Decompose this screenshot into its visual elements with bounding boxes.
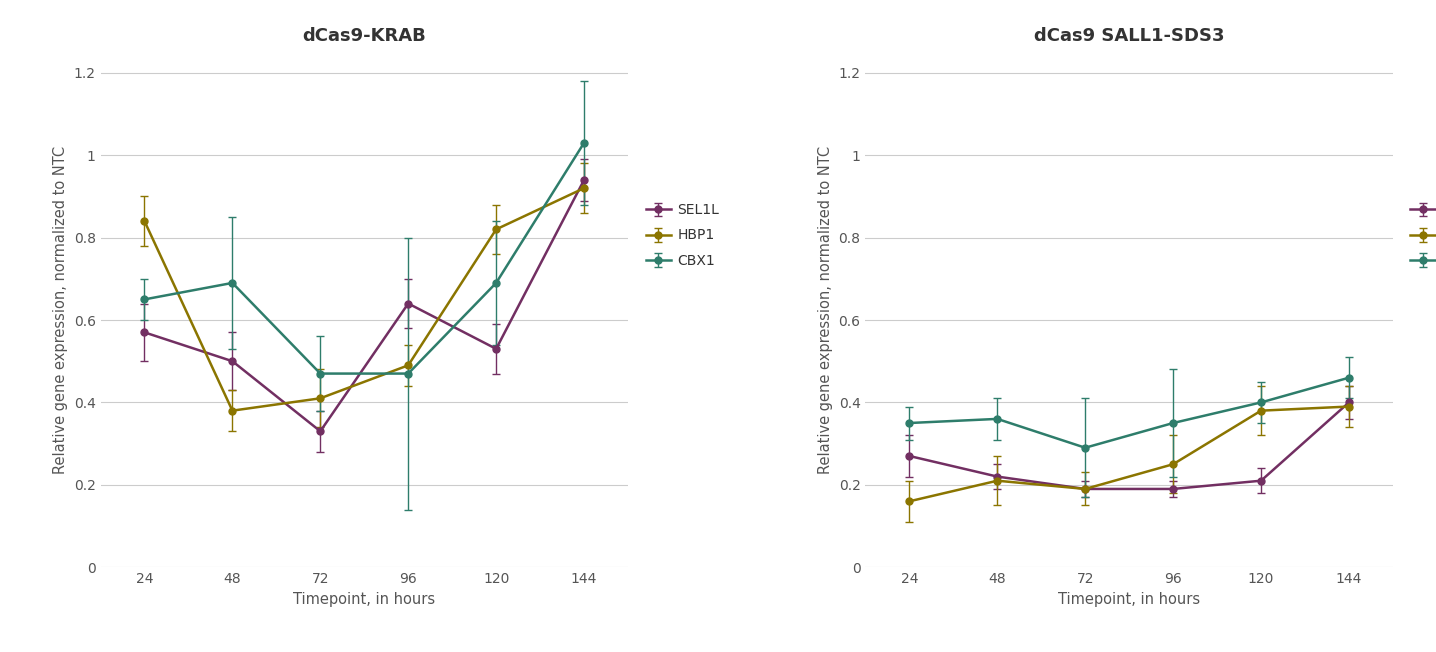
Title: dCas9 SALL1-SDS3: dCas9 SALL1-SDS3 — [1034, 27, 1225, 45]
Y-axis label: Relative gene expression, normalized to NTC: Relative gene expression, normalized to … — [819, 145, 833, 474]
X-axis label: Timepoint, in hours: Timepoint, in hours — [1058, 591, 1200, 606]
Legend: SEL1L, HBP1, CBX1: SEL1L, HBP1, CBX1 — [646, 203, 719, 267]
Legend: SEL1L, HBP1, CBX1: SEL1L, HBP1, CBX1 — [1410, 203, 1436, 267]
X-axis label: Timepoint, in hours: Timepoint, in hours — [293, 591, 435, 606]
Title: dCas9-KRAB: dCas9-KRAB — [303, 27, 426, 45]
Y-axis label: Relative gene expression, normalized to NTC: Relative gene expression, normalized to … — [53, 145, 67, 474]
